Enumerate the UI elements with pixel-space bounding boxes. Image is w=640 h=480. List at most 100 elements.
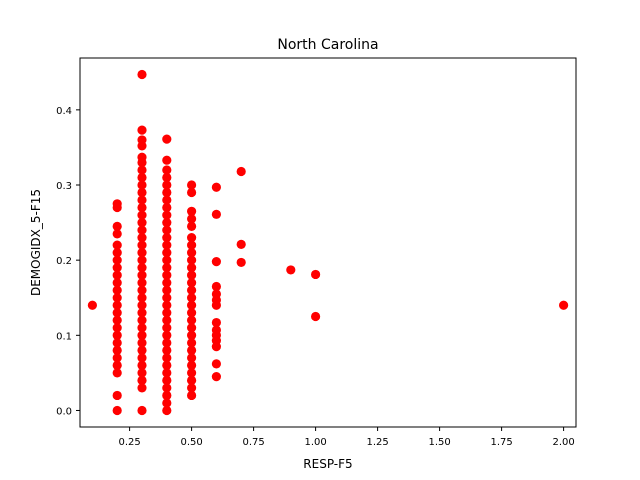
data-point (162, 248, 172, 258)
data-point (137, 300, 147, 310)
data-point (137, 135, 147, 145)
data-point (162, 405, 172, 416)
data-point (112, 338, 122, 348)
data-point (112, 221, 122, 231)
x-tick-label: 1.50 (428, 437, 450, 448)
points-layer (87, 69, 569, 416)
data-point (187, 278, 197, 288)
data-point (162, 263, 172, 273)
data-point (162, 202, 172, 213)
data-point (137, 353, 147, 363)
data-point (162, 308, 172, 318)
data-point (137, 248, 147, 258)
data-point (137, 233, 147, 243)
data-point (87, 300, 97, 310)
data-point (187, 375, 197, 386)
data-point (162, 383, 172, 393)
data-point (162, 323, 172, 333)
data-point (162, 134, 172, 144)
y-axis-label: DEMOGIDX_5-F15 (29, 189, 43, 296)
data-point (187, 345, 197, 355)
data-point (162, 390, 172, 401)
data-point (137, 338, 147, 348)
data-point (162, 285, 172, 295)
data-point (112, 248, 122, 258)
data-point (137, 172, 147, 183)
data-point (162, 155, 172, 165)
data-point (137, 345, 147, 355)
data-point (187, 390, 197, 401)
data-point (187, 315, 197, 325)
data-point (137, 308, 147, 318)
data-point (236, 257, 246, 268)
data-point (112, 405, 122, 416)
data-point (211, 359, 221, 369)
chart-title: North Carolina (277, 37, 378, 53)
data-point (137, 165, 147, 175)
data-point (112, 330, 122, 340)
data-point (137, 152, 147, 162)
data-point (137, 125, 147, 135)
data-point (286, 265, 296, 275)
data-point (211, 317, 221, 328)
data-point (162, 195, 172, 205)
data-point (137, 278, 147, 288)
data-point (187, 323, 197, 333)
data-point (112, 323, 122, 333)
x-tick-label: 1.00 (304, 437, 326, 448)
data-point (162, 368, 172, 378)
data-point (162, 398, 172, 408)
x-tick-label: 0.75 (242, 437, 264, 448)
data-point (187, 285, 197, 295)
data-point (162, 210, 172, 220)
data-point (236, 239, 246, 249)
data-point (112, 199, 122, 209)
data-point (137, 195, 147, 205)
data-point (112, 315, 122, 325)
data-point (311, 269, 321, 280)
data-point (559, 300, 569, 310)
data-point (137, 383, 147, 393)
x-tick-label: 2.00 (552, 437, 574, 448)
data-point (187, 214, 197, 224)
data-point (137, 187, 147, 198)
x-tick-label: 0.50 (180, 437, 202, 448)
data-point (187, 293, 197, 303)
data-point (137, 270, 147, 280)
data-point (311, 311, 321, 322)
data-point (162, 172, 172, 183)
plot-frame (79, 57, 577, 428)
data-point (211, 289, 221, 299)
data-point (162, 345, 172, 355)
data-point (137, 225, 147, 235)
data-point (162, 360, 172, 370)
data-point (162, 330, 172, 340)
data-point (211, 182, 221, 192)
data-point (112, 263, 122, 273)
x-axis-label: RESP-F5 (303, 457, 352, 471)
data-point (211, 257, 221, 267)
x-tick-label: 0.25 (118, 437, 140, 448)
data-point (137, 323, 147, 333)
data-point (187, 180, 197, 190)
data-point (162, 270, 172, 280)
data-point (211, 325, 221, 335)
y-tick-label: 0.2 (56, 256, 72, 267)
y-axis: 0.0 0.1 0.2 0.3 0.4 (56, 106, 80, 417)
data-point (187, 270, 197, 280)
data-point (162, 293, 172, 303)
data-point (162, 240, 172, 250)
data-point (112, 255, 122, 265)
data-point (112, 229, 122, 239)
x-axis: 0.25 0.50 0.75 1.00 1.25 1.50 1.75 2.00 (118, 427, 575, 448)
data-point (187, 248, 197, 258)
data-point (211, 209, 221, 219)
data-point (137, 210, 147, 220)
data-point (137, 360, 147, 370)
data-point (187, 206, 197, 216)
data-point (112, 285, 122, 295)
data-point (162, 375, 172, 386)
data-point (137, 330, 147, 340)
